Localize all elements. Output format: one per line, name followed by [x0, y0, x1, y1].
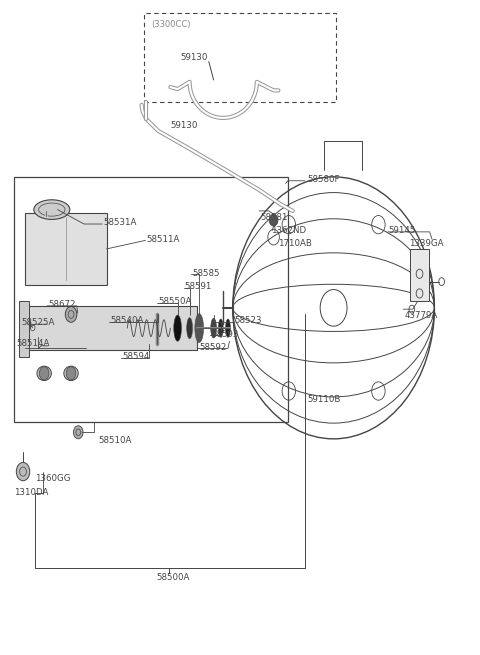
Circle shape — [269, 214, 278, 226]
Bar — [14, 177, 288, 422]
Text: 58591: 58591 — [185, 282, 212, 291]
Text: 1362ND: 1362ND — [271, 226, 306, 235]
FancyBboxPatch shape — [410, 249, 429, 301]
Text: 58523: 58523 — [234, 316, 262, 326]
Text: 58580F: 58580F — [307, 175, 340, 184]
Text: 58540A: 58540A — [110, 316, 144, 326]
Text: 1310DA: 1310DA — [14, 488, 49, 497]
Circle shape — [39, 367, 49, 380]
Text: 58525A: 58525A — [22, 318, 55, 327]
Text: 1360GG: 1360GG — [35, 474, 70, 483]
Text: 59130: 59130 — [180, 53, 208, 62]
Text: 58500A: 58500A — [156, 573, 190, 582]
Text: 59130: 59130 — [170, 121, 198, 130]
Text: 58514A: 58514A — [17, 339, 50, 348]
Text: 59145: 59145 — [389, 226, 416, 235]
Text: 58531A: 58531A — [103, 218, 137, 227]
Ellipse shape — [218, 319, 223, 337]
Text: 58593: 58593 — [211, 329, 239, 339]
Ellipse shape — [226, 319, 230, 337]
Ellipse shape — [64, 366, 78, 381]
Text: 58592: 58592 — [199, 343, 227, 352]
Text: 58594: 58594 — [122, 352, 150, 362]
Text: 1710AB: 1710AB — [278, 239, 312, 248]
FancyBboxPatch shape — [24, 306, 197, 350]
Circle shape — [73, 426, 83, 439]
Circle shape — [65, 307, 77, 322]
FancyBboxPatch shape — [25, 213, 107, 285]
Text: 58585: 58585 — [192, 269, 219, 278]
Ellipse shape — [211, 318, 216, 338]
Text: 58511A: 58511A — [146, 234, 180, 244]
Circle shape — [66, 367, 76, 380]
Ellipse shape — [187, 318, 192, 339]
Ellipse shape — [174, 315, 181, 341]
Ellipse shape — [34, 200, 70, 219]
Text: 58550A: 58550A — [158, 297, 192, 306]
Text: 1339GA: 1339GA — [409, 239, 444, 248]
Text: 58510A: 58510A — [98, 436, 132, 445]
Text: (3300CC): (3300CC) — [151, 20, 191, 29]
Ellipse shape — [37, 366, 51, 381]
Text: 59110B: 59110B — [307, 395, 341, 404]
Bar — [19, 301, 29, 357]
Circle shape — [16, 462, 30, 481]
Text: 43779A: 43779A — [405, 311, 438, 320]
Text: 58672: 58672 — [48, 300, 75, 309]
Ellipse shape — [195, 314, 204, 343]
Bar — [144, 13, 336, 102]
Text: 58581: 58581 — [260, 213, 288, 222]
